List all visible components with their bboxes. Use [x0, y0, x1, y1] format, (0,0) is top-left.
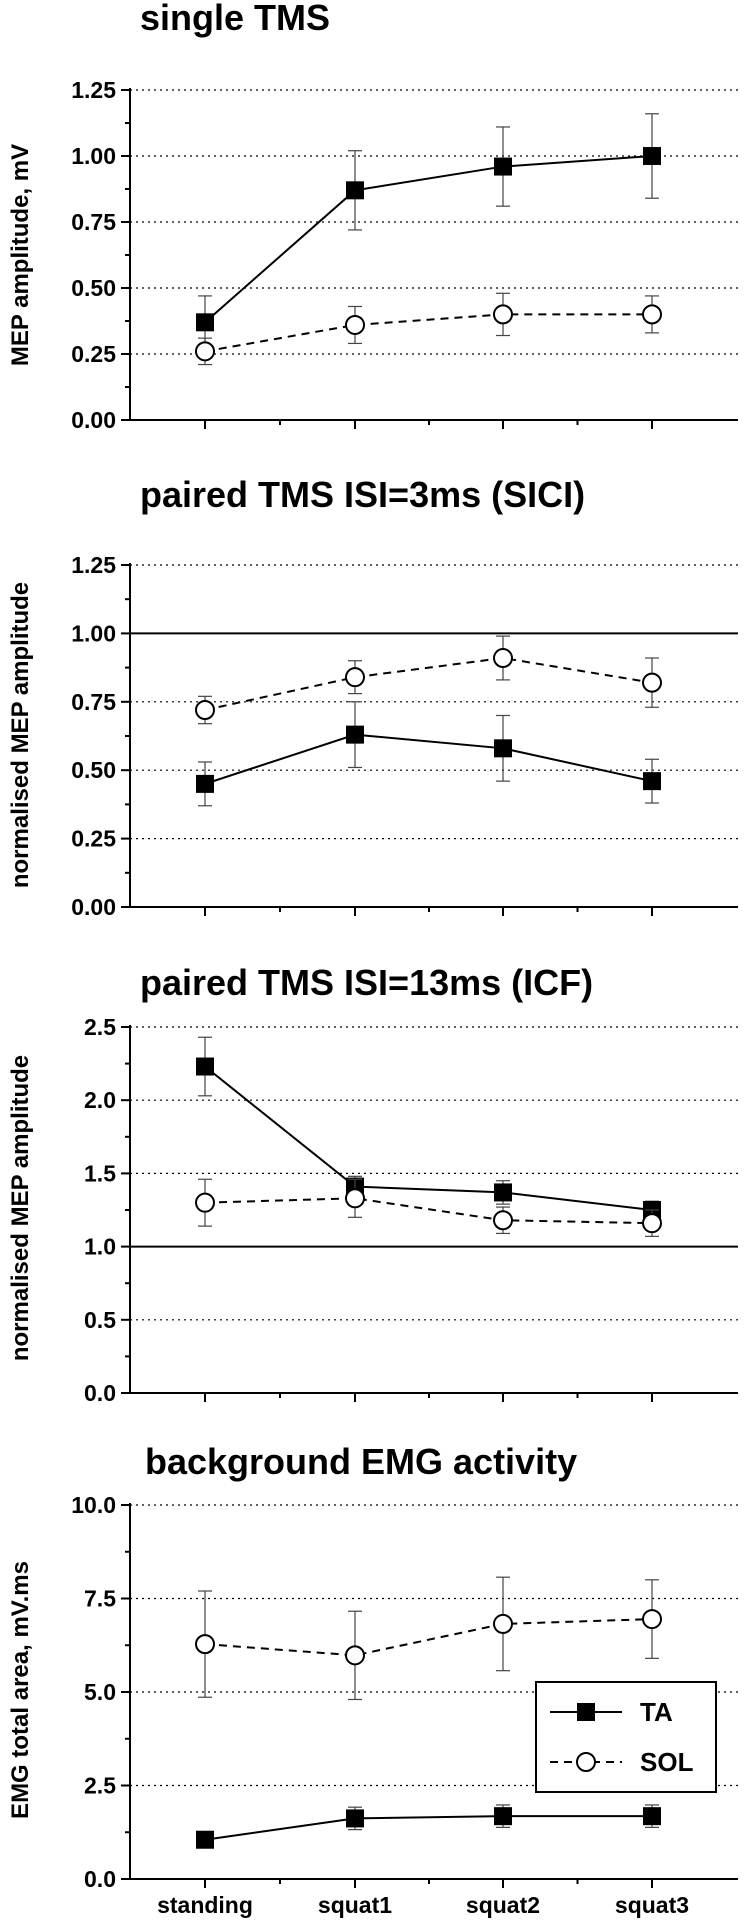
panel-sici: paired TMS ISI=3ms (SICI) normalised MEP …	[7, 474, 738, 920]
sol-series-line	[204, 657, 653, 711]
ta-point	[196, 774, 214, 793]
y-tick-label: 0.0	[84, 1866, 116, 1892]
y-tick-label: 2.5	[84, 1773, 116, 1799]
ta-series-line	[204, 155, 653, 324]
ta-point	[494, 739, 512, 758]
sol-point	[493, 304, 513, 325]
legend-sol-label: SOL	[640, 1747, 694, 1777]
legend: TA SOL	[535, 1681, 717, 1793]
ta-point	[643, 147, 661, 165]
x-tick-label: squat3	[615, 1892, 689, 1918]
sol-point	[642, 1609, 662, 1630]
sol-point	[493, 1210, 513, 1231]
sol-point	[195, 700, 215, 721]
ta-point	[643, 772, 661, 791]
sol-point	[345, 1645, 365, 1666]
sol-point	[493, 1613, 513, 1634]
y-tick-label: 1.00	[71, 143, 116, 169]
y-tick-label: 7.5	[84, 1586, 116, 1612]
panel-single-tms: single TMS MEP amplitude, mV 0.00 0.25 0.50 0…	[7, 0, 738, 433]
y-tick-label: 1.25	[71, 77, 116, 103]
y-tick-label: 0.00	[71, 894, 116, 920]
sol-point	[195, 1192, 215, 1213]
ta-series-line	[204, 733, 653, 785]
chart-title: background EMG activity	[145, 1441, 577, 1482]
ta-series-line	[204, 1065, 653, 1211]
y-tick-label: 0.75	[71, 209, 116, 235]
sol-point	[345, 667, 365, 688]
y-tick-label: 0.25	[71, 826, 116, 852]
sol-point	[642, 304, 662, 325]
sol-point	[642, 672, 662, 693]
panel-icf: paired TMS ISI=13ms (ICF) normalised MEP …	[7, 962, 738, 1406]
legend-ta-marker	[577, 1703, 595, 1721]
chart-title: paired TMS ISI=13ms (ICF)	[140, 962, 593, 1003]
y-tick-label: 1.25	[71, 552, 116, 578]
sol-series-line	[204, 1618, 653, 1657]
y-tick-label: 10.0	[71, 1492, 116, 1518]
ta-point	[494, 1183, 512, 1202]
sol-point	[642, 1213, 662, 1234]
y-tick-label: 0.00	[71, 407, 116, 433]
ta-point	[494, 157, 512, 176]
x-tick-label: squat1	[318, 1892, 392, 1918]
y-tick-label: 0.5	[84, 1307, 116, 1333]
ta-point	[196, 1057, 214, 1076]
y-tick-label: 1.0	[84, 1234, 116, 1260]
ta-point	[196, 313, 214, 332]
y-tick-label: 0.50	[71, 275, 116, 301]
y-axis-title: normalised MEP amplitude	[7, 582, 34, 888]
y-tick-label: 0.50	[71, 757, 116, 783]
y-tick-label: 0.75	[71, 689, 116, 715]
sol-point	[195, 341, 215, 362]
y-axis-title: EMG total area, mV.ms	[7, 1561, 34, 1819]
ta-point	[643, 1807, 661, 1826]
y-tick-label: 5.0	[84, 1679, 116, 1705]
y-tick-label: 1.00	[71, 620, 116, 646]
ta-point	[494, 1807, 512, 1826]
sol-point	[493, 648, 513, 669]
sol-point	[195, 1634, 215, 1655]
y-axis-title: MEP amplitude, mV	[7, 144, 34, 366]
sol-series-line	[204, 1197, 653, 1225]
ta-point	[196, 1830, 214, 1849]
y-axis-title: normalised MEP amplitude	[7, 1055, 34, 1361]
x-tick-label: standing	[157, 1892, 253, 1918]
chart-title: single TMS	[140, 0, 330, 38]
y-tick-label: 1.5	[84, 1160, 116, 1186]
sol-point	[345, 1188, 365, 1209]
y-tick-label: 0.25	[71, 341, 116, 367]
y-tick-label: 0.0	[84, 1380, 116, 1406]
sol-series-line	[204, 313, 652, 353]
ta-point	[346, 725, 364, 744]
y-tick-label: 2.0	[84, 1087, 116, 1113]
legend-ta-label: TA	[640, 1697, 673, 1727]
panel-background-emg: background EMG activity EMG total area, m…	[7, 1441, 738, 1918]
chart-title: paired TMS ISI=3ms (SICI)	[140, 474, 585, 515]
x-tick-label: squat2	[466, 1892, 540, 1918]
ta-series-line	[204, 1815, 652, 1841]
ta-point	[346, 181, 364, 200]
sol-point	[345, 314, 365, 335]
ta-point	[346, 1809, 364, 1828]
y-tick-label: 2.5	[84, 1014, 116, 1040]
legend-box	[535, 1681, 717, 1793]
legend-sol-marker	[576, 1752, 596, 1772]
